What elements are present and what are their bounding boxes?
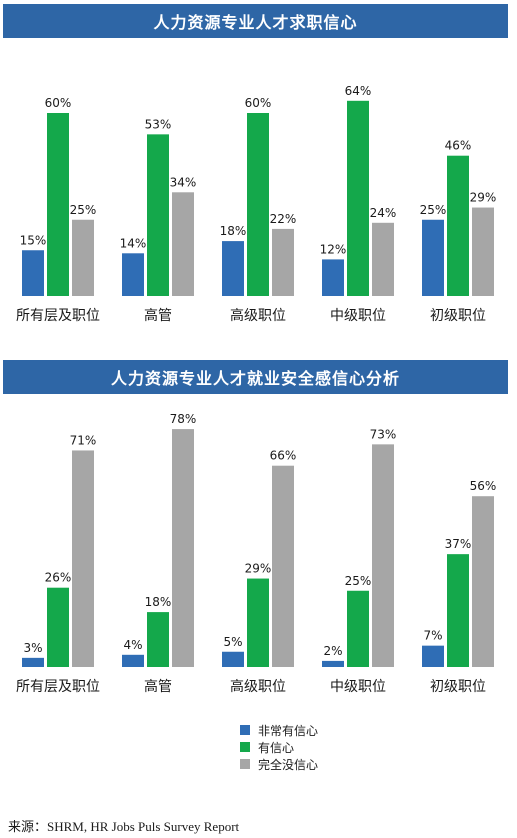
chart1-bar-very-confident-0 (22, 250, 44, 296)
chart1-bar-not-confident-2 (272, 228, 294, 296)
legend-item-very-confident: 非常有信心 (240, 722, 318, 738)
chart1-bar-confident-1 (147, 134, 169, 296)
chart2-bar-not-confident-4 (472, 496, 494, 667)
chart1-data-label-very-confident-0: 15% (20, 233, 47, 247)
legend-label-very-confident: 非常有信心 (258, 723, 319, 738)
chart2-category-label-0: 所有层及职位 (16, 679, 100, 695)
chart2-title: 人力资源专业人才就业安全感信心分析 (3, 360, 508, 394)
chart2-bar-confident-2 (247, 578, 269, 667)
chart1-data-label-confident-2: 60% (245, 96, 272, 110)
chart1-data-label-not-confident-4: 29% (470, 191, 497, 205)
chart1-bar-not-confident-3 (372, 222, 394, 296)
chart1-bar-confident-4 (447, 155, 469, 296)
chart2-bar-not-confident-1 (172, 429, 194, 667)
chart2-data-label-confident-0: 26% (45, 571, 72, 585)
chart2-data-label-confident-1: 18% (145, 595, 172, 609)
chart1-bar-very-confident-1 (122, 253, 144, 296)
chart2-data-label-confident-2: 29% (245, 562, 272, 576)
chart2-data-label-confident-4: 37% (445, 537, 472, 551)
legend-item-not-confident: 完全没信心 (240, 756, 318, 772)
chart1-data-label-not-confident-1: 34% (170, 175, 197, 189)
legend-swatch-confident (240, 742, 250, 752)
chart1-category-label-4: 初级职位 (430, 307, 486, 324)
chart2-data-label-very-confident-3: 2% (323, 644, 342, 658)
chart2-bar-very-confident-4 (422, 645, 444, 667)
chart1-bar-very-confident-2 (222, 241, 244, 296)
chart2-bar-not-confident-0 (72, 450, 94, 667)
chart2-bar-not-confident-3 (372, 444, 394, 667)
chart2-bar-confident-0 (47, 587, 69, 667)
chart1-title: 人力资源专业人才求职信心 (3, 4, 508, 38)
chart2-data-label-not-confident-3: 73% (370, 427, 397, 441)
chart2-category-label-1: 高管 (144, 678, 172, 695)
chart2-bar-confident-1 (147, 612, 169, 667)
chart2-data-label-very-confident-2: 5% (223, 635, 242, 649)
chart1-bar-not-confident-1 (172, 192, 194, 296)
chart1-data-label-confident-4: 46% (445, 139, 472, 153)
chart1-data-label-not-confident-3: 24% (370, 206, 397, 220)
chart1-data-label-confident-0: 60% (45, 96, 72, 110)
chart1-category-label-3: 中级职位 (330, 308, 386, 324)
chart2-data-label-very-confident-0: 3% (23, 641, 42, 655)
chart2-data-label-not-confident-2: 66% (270, 449, 297, 463)
legend-label-confident: 有信心 (258, 740, 295, 755)
chart2-data-label-not-confident-4: 56% (470, 479, 497, 493)
chart2-category-label-4: 初级职位 (430, 678, 486, 695)
chart1-category-label-1: 高管 (144, 307, 172, 324)
chart2-data-label-very-confident-4: 7% (423, 629, 442, 643)
legend-label-not-confident: 完全没信心 (258, 757, 319, 772)
chart2-data-label-not-confident-1: 78% (170, 412, 197, 426)
chart1-data-label-not-confident-2: 22% (270, 212, 297, 226)
chart1-data-label-very-confident-3: 12% (320, 242, 347, 256)
chart2-category-label-2: 高级职位 (230, 678, 286, 695)
chart2-data-label-very-confident-1: 4% (123, 638, 142, 652)
chart1-bar-not-confident-0 (72, 219, 94, 296)
chart2-data-label-not-confident-0: 71% (70, 433, 97, 447)
chart1-bar-not-confident-4 (472, 207, 494, 296)
chart1-bar-confident-0 (47, 113, 69, 296)
chart1-data-label-very-confident-1: 14% (120, 236, 147, 250)
legend-item-confident: 有信心 (240, 739, 318, 755)
chart1-data-label-very-confident-4: 25% (420, 203, 447, 217)
chart1-bar-very-confident-3 (322, 259, 344, 296)
legend-swatch-not-confident (240, 759, 250, 769)
chart2-bar-very-confident-3 (322, 660, 344, 667)
legend-swatch-very-confident (240, 725, 250, 735)
chart2-bar-confident-3 (347, 590, 369, 667)
chart1-bar-confident-3 (347, 100, 369, 296)
chart1-data-label-confident-3: 64% (345, 84, 372, 98)
chart2-plot: 3% 26% 71% 所有层及职位 4% 18% 78% 高管 5% 29% 66% 高级职位 2% 25… (16, 412, 497, 695)
chart2-bar-very-confident-0 (22, 657, 44, 667)
chart2-bar-very-confident-1 (122, 654, 144, 667)
chart1-plot: 15% 60% 25% 所有层及职位 14% 53% 34% 高管 18% 60% 22% 高级职位 1… (16, 84, 497, 324)
chart1-bar-confident-2 (247, 113, 269, 296)
source-note: 来源：SHRM, HR Jobs Puls Survey Report (8, 819, 240, 834)
chart2-data-label-confident-3: 25% (345, 574, 372, 588)
chart2-bar-not-confident-2 (272, 465, 294, 667)
chart1-data-label-very-confident-2: 18% (220, 224, 247, 238)
chart1-category-label-0: 所有层及职位 (16, 308, 100, 324)
chart2-category-label-3: 中级职位 (330, 679, 386, 695)
chart1-data-label-confident-1: 53% (145, 117, 172, 131)
legend: 非常有信心 有信心 完全没信心 (240, 722, 318, 773)
chart2-bar-confident-4 (447, 554, 469, 667)
chart2-bar-very-confident-2 (222, 651, 244, 667)
chart1-data-label-not-confident-0: 25% (70, 203, 97, 217)
chart1-bar-very-confident-4 (422, 219, 444, 296)
chart1-category-label-2: 高级职位 (230, 307, 286, 324)
